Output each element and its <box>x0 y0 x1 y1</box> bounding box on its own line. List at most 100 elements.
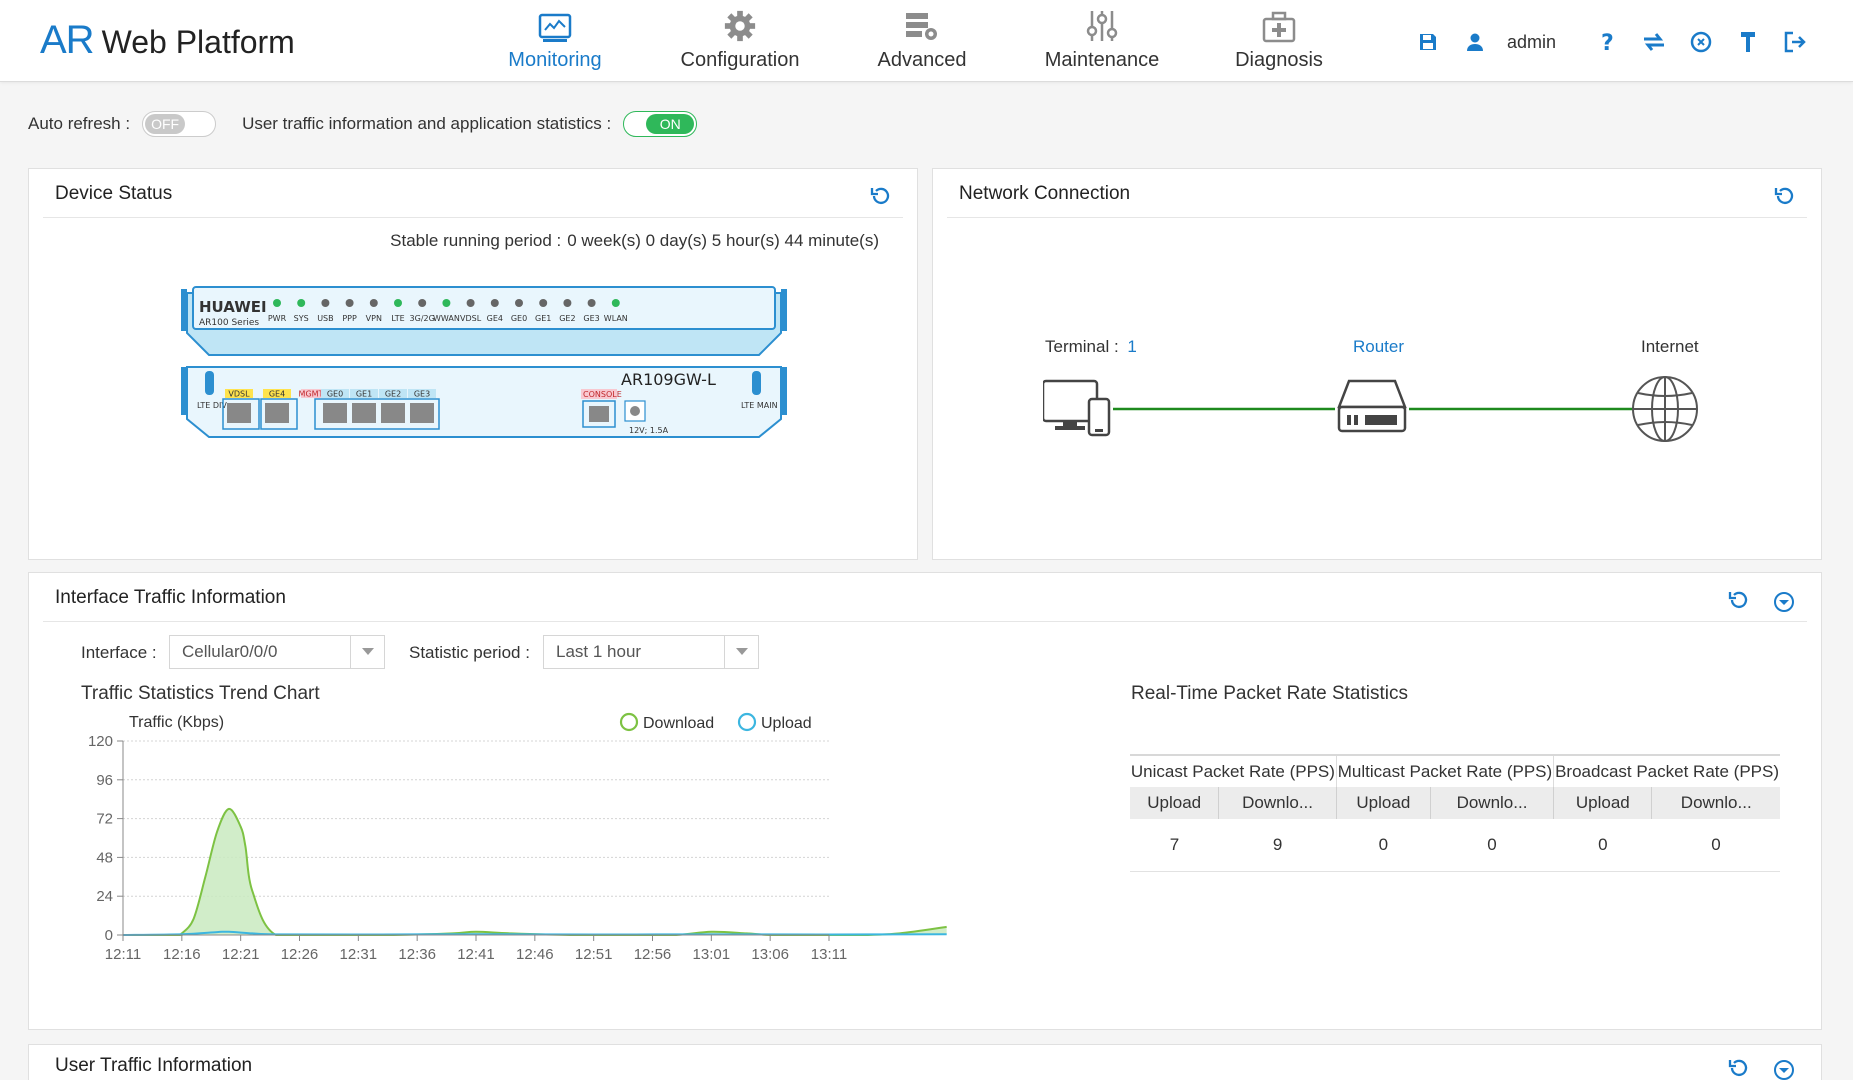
multicast-header: Multicast Packet Rate (PPS) <box>1336 754 1555 787</box>
tools-icon[interactable] <box>1730 24 1766 60</box>
led-label: GE0 <box>511 314 527 323</box>
x-tick-label: 12:11 <box>105 946 141 963</box>
app-logo[interactable]: AR Web Platform <box>40 18 295 63</box>
column-header: Upload <box>1130 787 1220 819</box>
ethernet-port-icon <box>323 403 347 423</box>
port-label: GE1 <box>356 390 372 399</box>
nav-monitoring[interactable]: Monitoring <box>470 0 640 82</box>
table-cell: 7 <box>1130 819 1219 872</box>
legend-marker[interactable] <box>737 712 757 732</box>
led-indicator <box>587 299 596 307</box>
interface-value: Cellular0/0/0 <box>182 642 278 661</box>
table-cell: 0 <box>1553 819 1652 872</box>
port-label: GE2 <box>385 390 401 399</box>
router-icon[interactable] <box>1337 379 1407 433</box>
ethernet-port-icon <box>381 403 405 423</box>
refresh-icon[interactable] <box>867 183 893 209</box>
interface-select[interactable]: Cellular0/0/0 <box>169 635 385 669</box>
refresh-icon[interactable] <box>1725 587 1751 613</box>
chevron-down-icon <box>724 636 758 668</box>
series-area-download <box>123 808 947 935</box>
terminal-count[interactable]: 1 <box>1127 337 1137 356</box>
console-tag <box>581 389 617 399</box>
nav-advanced[interactable]: Advanced <box>840 0 1004 82</box>
refresh-toolbar: Auto refresh : OFF User traffic informat… <box>28 108 723 140</box>
restart-icon[interactable] <box>1683 24 1719 60</box>
terminal-icon[interactable] <box>1043 379 1111 437</box>
logout-icon[interactable] <box>1777 24 1813 60</box>
medical-kit-icon <box>1262 11 1296 43</box>
refresh-icon[interactable] <box>1725 1055 1751 1080</box>
nav-advanced-label: Advanced <box>877 49 967 71</box>
user-traffic-toggle[interactable]: ON <box>623 111 698 137</box>
auto-refresh-toggle[interactable]: OFF <box>142 111 217 137</box>
chart-legend: Download Upload <box>619 712 812 732</box>
period-value: Last 1 hour <box>556 642 642 661</box>
chart-axes: 0 24 48 72 96 120 12:11 12:16 12:21 12:26 12:31 12:… <box>88 733 847 963</box>
period-select[interactable]: Last 1 hour <box>543 635 759 669</box>
nav-diagnosis[interactable]: Diagnosis <box>1200 0 1358 82</box>
ethernet-port-icon <box>227 403 251 423</box>
user-icon[interactable] <box>1457 24 1493 60</box>
collapse-icon[interactable] <box>1771 1057 1797 1080</box>
x-tick-label: 13:01 <box>693 946 731 963</box>
led-indicator <box>539 299 548 307</box>
rt-title: Real-Time Packet Rate Statistics <box>1131 683 1408 704</box>
device-series: AR100 Series <box>199 318 259 328</box>
lte-div-label: LTE DIV <box>197 401 227 410</box>
console-label: CONSOLE <box>583 390 622 399</box>
led-label: GE4 <box>487 314 503 323</box>
led-indicator <box>563 299 572 307</box>
gear-icon <box>724 10 756 42</box>
led-label: 3G/2G <box>410 314 435 323</box>
port-label: GE4 <box>269 390 285 399</box>
led-label: GE2 <box>559 314 575 323</box>
table-cell: 0 <box>1651 819 1780 872</box>
device-panel-graphic: HUAWEI AR100 Series PWR SYS USB PPP VPN LTE 3G… <box>181 286 787 438</box>
header-actions: admin ? <box>1399 24 1813 60</box>
table-sub-header: Upload Downlo... Upload Downlo... Upload… <box>1130 787 1780 819</box>
led-indicator <box>515 299 523 307</box>
sliders-icon <box>1086 11 1118 41</box>
logo-text: Web Platform <box>101 24 295 60</box>
switch-mode-icon[interactable] <box>1636 24 1672 60</box>
x-tick-label: 13:11 <box>811 946 847 963</box>
led-label: VDSL <box>460 314 482 323</box>
logo-ar: AR <box>40 18 95 62</box>
x-tick-label: 12:16 <box>163 946 201 963</box>
unicast-header: Unicast Packet Rate (PPS) <box>1130 754 1337 787</box>
nav-configuration[interactable]: Configuration <box>640 0 840 82</box>
table-cell: 9 <box>1218 819 1337 872</box>
led-label: GE1 <box>535 314 551 323</box>
column-header: Upload <box>1336 787 1431 819</box>
device-model: AR109GW-L <box>621 370 716 389</box>
led-label: USB <box>317 314 333 323</box>
refresh-icon[interactable] <box>1771 183 1797 209</box>
save-icon[interactable] <box>1410 24 1446 60</box>
username[interactable]: admin <box>1506 31 1556 52</box>
x-tick-label: 12:56 <box>634 946 672 963</box>
led-label: PWR <box>268 314 287 323</box>
internet-label: Internet <box>1641 337 1699 356</box>
help-icon[interactable]: ? <box>1589 24 1625 60</box>
legend-marker[interactable] <box>619 712 639 732</box>
broadcast-header: Broadcast Packet Rate (PPS) <box>1553 754 1780 787</box>
x-tick-label: 12:26 <box>281 946 319 963</box>
led-label: WLAN <box>604 314 628 323</box>
monitoring-icon <box>538 13 572 42</box>
ethernet-port-icon <box>410 403 434 423</box>
lte-main-label: LTE MAIN <box>741 401 778 410</box>
legend-label[interactable]: Download <box>643 715 714 732</box>
led-indicator <box>345 299 354 307</box>
chart-title: Traffic Statistics Trend Chart <box>81 683 320 704</box>
internet-globe-icon <box>1632 376 1698 442</box>
led-indicator <box>466 299 475 307</box>
user-traffic-label: User traffic information and application… <box>242 114 612 133</box>
collapse-icon[interactable] <box>1771 589 1797 615</box>
port-label: GE0 <box>327 390 343 399</box>
router-label[interactable]: Router <box>1353 337 1405 356</box>
table-cell: 0 <box>1336 819 1431 872</box>
legend-label[interactable]: Upload <box>761 715 812 732</box>
nav-maintenance[interactable]: Maintenance <box>1004 0 1200 82</box>
device-status-panel: Device Status Stable running period : 0 w… <box>28 168 918 560</box>
